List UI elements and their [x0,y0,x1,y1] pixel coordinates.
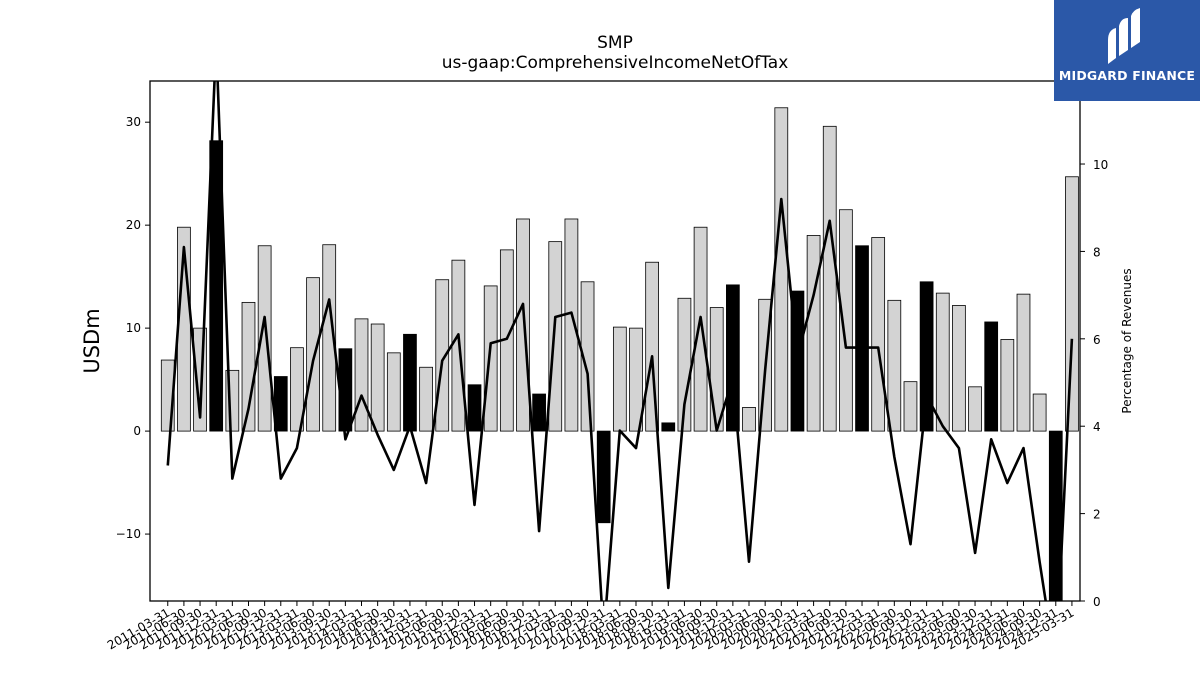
logo-text: MIDGARD FINANCE [1058,68,1196,83]
bar-2020-09-30 [774,107,789,432]
y-tick-label: 30 [126,115,141,129]
bars-layer [160,107,1079,601]
bar-2018-03-31 [612,326,627,432]
bar-2021-09-30 [839,209,853,432]
bar-2013-06-30 [306,277,320,432]
bar-2023-06-30 [952,305,966,432]
bar-2014-09-30 [386,352,401,432]
bar-2022-03-31 [871,237,886,432]
y2-tick-label: 0 [1093,595,1101,609]
y2-tick-label: 2 [1093,508,1101,522]
bar-2020-03-31 [742,407,756,432]
bar-2018-06-30 [629,327,643,432]
bar-2024-06-30 [1016,293,1031,432]
y2-tick-label: 4 [1093,420,1101,434]
y2-tick-label: 6 [1093,333,1101,347]
y2-axis-label: Percentage of Revenues [1120,268,1134,413]
bar-2024-09-30 [1032,393,1047,432]
bar-2012-09-30 [257,245,272,432]
bar-2016-03-31 [483,285,498,432]
bar-2017-12-31 [596,430,611,524]
bar-2017-09-30 [580,281,595,432]
axes-layer: −10010203002468102011-03-312011-06-30201… [105,80,1108,652]
bar-2019-12-31 [726,284,740,432]
bar-2021-12-31 [855,245,869,432]
bar-2014-12-31 [403,333,417,432]
bar-2011-12-31 [209,140,224,432]
logo-mark-icon [1108,8,1140,64]
bar-2015-03-31 [419,366,433,432]
bar-2013-03-31 [290,347,304,432]
bar-2014-03-31 [354,318,369,432]
bar-2025-03-31 [1065,176,1079,432]
bar-2023-03-31 [935,292,950,432]
bar-2018-12-31 [661,422,676,432]
chart-subtitle: us-gaap:ComprehensiveIncomeNetOfTax [442,53,789,73]
bar-2021-03-31 [806,235,821,432]
bar-2023-12-31 [984,321,999,432]
bar-2015-12-31 [467,384,482,432]
y2-tick-label: 10 [1093,158,1108,172]
y-tick-label: 10 [126,321,141,335]
y-tick-label: −10 [116,527,141,541]
y2-tick-label: 8 [1093,245,1101,259]
bar-2022-06-30 [887,299,902,432]
chart-title: SMP [597,33,633,53]
bar-2016-09-30 [516,218,530,432]
bar-2023-09-30 [968,386,982,432]
brand-logo: MIDGARD FINANCE [1054,0,1200,101]
bar-2021-06-30 [822,125,837,432]
bar-2024-03-31 [1000,339,1015,432]
line-layer [166,81,1074,601]
bar-2017-03-31 [548,241,563,432]
bar-2022-09-30 [903,381,918,432]
y-axis-label: USDm [80,308,104,373]
bar-2019-06-30 [693,226,708,432]
bar-2013-09-30 [322,244,337,432]
plot-frame [149,80,1081,602]
bar-2022-12-31 [919,281,934,432]
bar-2016-12-31 [532,393,546,432]
y-tick-label: 20 [126,218,141,232]
bar-2017-06-30 [564,218,579,432]
y-tick-label: 0 [133,424,141,438]
bar-2014-06-30 [370,323,385,432]
line-series [166,81,1074,601]
